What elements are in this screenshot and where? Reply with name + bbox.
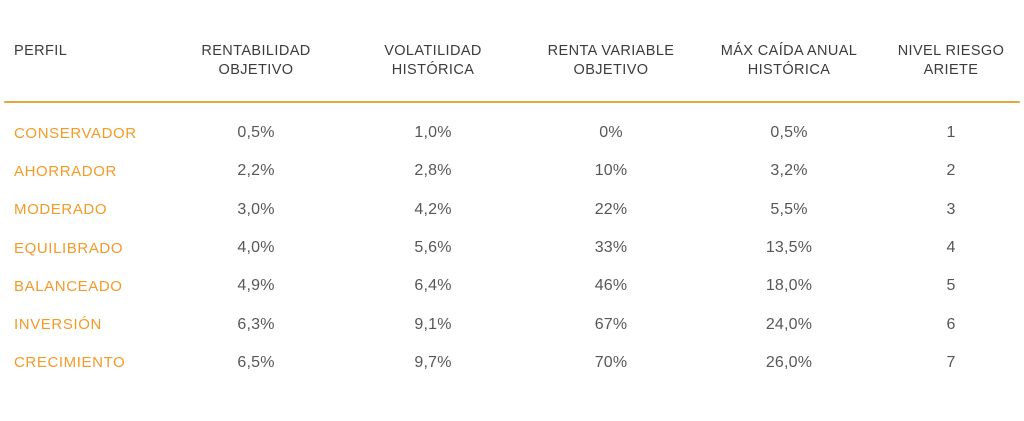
- renta-variable-objetivo-value: 10%: [594, 162, 628, 180]
- max-caida-anual-value: 0,5%: [770, 124, 808, 142]
- column-header-max-caida-anual-historica: MÁX CAÍDA ANUAL HISTÓRICA: [720, 43, 858, 78]
- max-caida-anual-value: 24,0%: [765, 315, 813, 333]
- table-row-moderado: MODERADO 3,0% 4,2% 22% 5,5% 3: [0, 191, 1024, 229]
- renta-variable-objetivo-value: 22%: [594, 200, 628, 218]
- nivel-riesgo-value: 4: [946, 239, 956, 257]
- nivel-riesgo-value: 1: [946, 124, 956, 142]
- rentabilidad-objetivo-value: 3,0%: [237, 200, 275, 218]
- column-header-perfil: PERFIL: [14, 43, 68, 59]
- renta-variable-objetivo-value: 70%: [594, 353, 628, 371]
- max-caida-anual-value: 5,5%: [770, 200, 808, 218]
- risk-profile-table: PERFIL RENTABILIDAD OBJETIVO VOLATILIDAD…: [0, 0, 1024, 382]
- column-header-rentabilidad-objetivo: RENTABILIDAD OBJETIVO: [201, 43, 311, 78]
- rentabilidad-objetivo-value: 2,2%: [237, 162, 275, 180]
- column-header-volatilidad-historica: VOLATILIDAD HISTÓRICA: [384, 43, 482, 78]
- rentabilidad-objetivo-value: 0,5%: [237, 124, 275, 142]
- table-row-balanceado: BALANCEADO 4,9% 6,4% 46% 18,0% 5: [0, 267, 1024, 305]
- max-caida-anual-value: 3,2%: [770, 162, 808, 180]
- rentabilidad-objetivo-value: 4,0%: [237, 239, 275, 257]
- volatilidad-historica-value: 5,6%: [414, 239, 452, 257]
- nivel-riesgo-value: 2: [946, 162, 956, 180]
- renta-variable-objetivo-value: 67%: [594, 315, 628, 333]
- table-row-equilibrado: EQUILIBRADO 4,0% 5,6% 33% 13,5% 4: [0, 229, 1024, 267]
- nivel-riesgo-value: 3: [946, 200, 956, 218]
- volatilidad-historica-value: 6,4%: [414, 277, 452, 295]
- profile-name: EQUILIBRADO: [14, 239, 124, 257]
- renta-variable-objetivo-value: 33%: [594, 239, 628, 257]
- nivel-riesgo-value: 7: [946, 353, 956, 371]
- profile-name: MODERADO: [14, 201, 108, 219]
- volatilidad-historica-value: 9,7%: [414, 353, 452, 371]
- profile-name: BALANCEADO: [14, 277, 123, 295]
- rentabilidad-objetivo-value: 6,3%: [237, 315, 275, 333]
- renta-variable-objetivo-value: 0%: [599, 124, 623, 142]
- profile-name: AHORRADOR: [14, 162, 117, 180]
- volatilidad-historica-value: 9,1%: [414, 315, 452, 333]
- volatilidad-historica-value: 2,8%: [414, 162, 452, 180]
- rentabilidad-objetivo-value: 4,9%: [237, 277, 275, 295]
- profile-name: CONSERVADOR: [14, 124, 137, 142]
- table-row-inversion: INVERSIÓN 6,3% 9,1% 67% 24,0% 6: [0, 305, 1024, 343]
- column-header-renta-variable-objetivo: RENTA VARIABLE OBJETIVO: [547, 43, 675, 78]
- table-body: CONSERVADOR 0,5% 1,0% 0% 0,5% 1 AHORRADO…: [0, 103, 1024, 382]
- max-caida-anual-value: 13,5%: [765, 239, 813, 257]
- table-header-row: PERFIL RENTABILIDAD OBJETIVO VOLATILIDAD…: [0, 0, 1024, 80]
- profile-name: INVERSIÓN: [14, 316, 102, 334]
- max-caida-anual-value: 26,0%: [765, 353, 813, 371]
- renta-variable-objetivo-value: 46%: [594, 277, 628, 295]
- profile-name: CRECIMIENTO: [14, 354, 126, 372]
- nivel-riesgo-value: 5: [946, 277, 956, 295]
- table-row-conservador: CONSERVADOR 0,5% 1,0% 0% 0,5% 1: [0, 114, 1024, 152]
- max-caida-anual-value: 18,0%: [765, 277, 813, 295]
- header-divider: [4, 101, 1020, 103]
- volatilidad-historica-value: 4,2%: [414, 200, 452, 218]
- column-header-nivel-riesgo-ariete: NIVEL RIESGO ARIETE: [897, 43, 1005, 78]
- rentabilidad-objetivo-value: 6,5%: [237, 353, 275, 371]
- volatilidad-historica-value: 1,0%: [414, 124, 452, 142]
- table-row-ahorrador: AHORRADOR 2,2% 2,8% 10% 3,2% 2: [0, 152, 1024, 190]
- nivel-riesgo-value: 6: [946, 315, 956, 333]
- table-row-crecimiento: CRECIMIENTO 6,5% 9,7% 70% 26,0% 7: [0, 344, 1024, 382]
